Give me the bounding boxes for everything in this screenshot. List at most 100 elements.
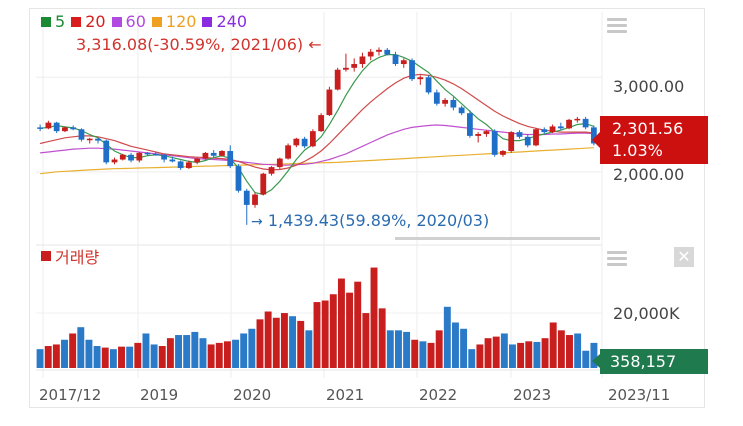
- legend-item-60[interactable]: 60: [111, 12, 146, 31]
- close-icon[interactable]: ✕: [674, 247, 694, 267]
- volume-bar: [166, 338, 174, 368]
- volume-bar: [476, 344, 484, 368]
- volume-bar: [435, 330, 443, 368]
- volume-bar: [44, 346, 52, 368]
- candle-body: [210, 152, 217, 156]
- volume-bar: [549, 322, 557, 368]
- candle-body: [301, 138, 308, 147]
- candle-body: [359, 56, 366, 65]
- volume-bar: [85, 339, 93, 368]
- candle-body: [161, 154, 167, 160]
- candle-body: [37, 127, 44, 129]
- volume-bar: [460, 328, 468, 368]
- candle-body: [186, 162, 192, 169]
- volume-bar: [329, 294, 337, 368]
- volume-bar: [109, 349, 117, 368]
- candle-body: [169, 159, 176, 162]
- legend-swatch: [111, 16, 122, 27]
- candle-body: [326, 89, 333, 116]
- volume-bar: [248, 328, 256, 368]
- volume-title-label: 거래량: [55, 248, 100, 267]
- volume-bar: [525, 341, 533, 368]
- candle-body: [252, 194, 258, 205]
- candle-body: [318, 115, 325, 132]
- volume-bar: [142, 333, 150, 368]
- legend-item-20[interactable]: 20: [71, 12, 106, 31]
- legend-swatch: [41, 16, 51, 27]
- volume-bar: [150, 344, 158, 368]
- volume-bar: [386, 330, 394, 368]
- volume-bar: [509, 344, 516, 368]
- candle-body: [582, 118, 589, 128]
- legend-item-240[interactable]: 240: [202, 12, 247, 31]
- candle-body: [86, 138, 93, 141]
- candle-body: [177, 161, 184, 169]
- candle-body: [367, 51, 374, 57]
- candle-body: [343, 67, 349, 70]
- volume-bar: [533, 341, 541, 368]
- volume-bar: [427, 342, 435, 368]
- candle-body: [70, 127, 77, 130]
- candle-body: [62, 127, 68, 132]
- candle-body: [400, 60, 407, 65]
- legend-swatch: [71, 16, 82, 27]
- volume-bar: [370, 267, 378, 368]
- volume-bar: [118, 346, 125, 368]
- candle-body: [500, 151, 506, 155]
- candle-body: [128, 154, 134, 161]
- candle-body: [392, 54, 399, 65]
- x-tick-label: 2017/12: [39, 386, 102, 404]
- y-tick-label: 3,000.00: [613, 77, 685, 96]
- candle-body: [533, 129, 539, 146]
- candle-body: [450, 99, 457, 108]
- candle-body: [557, 126, 564, 129]
- candle-body: [235, 166, 242, 191]
- chart-scrollbar[interactable]: [395, 237, 600, 240]
- volume-bar: [240, 333, 248, 368]
- candle-body: [351, 64, 358, 68]
- candle-body: [293, 138, 300, 146]
- legend-swatch: [151, 16, 162, 27]
- x-tick-label: 2022: [419, 386, 458, 404]
- volume-bar: [215, 342, 223, 368]
- candle-body: [45, 122, 52, 129]
- x-tick-label: 2019: [140, 386, 179, 404]
- volume-bar: [468, 349, 476, 368]
- volume-title: 거래량: [41, 244, 99, 268]
- candle-body: [491, 131, 498, 155]
- volume-bar: [492, 336, 500, 368]
- legend-label: 5: [55, 12, 66, 31]
- volume-bar: [321, 300, 329, 368]
- volume-bar: [403, 331, 411, 368]
- candle-body: [566, 119, 572, 129]
- candle-body: [219, 151, 225, 156]
- candle-body: [136, 152, 143, 161]
- candle-body: [574, 118, 581, 121]
- volume-bar: [378, 308, 386, 368]
- menu-icon[interactable]: [607, 18, 627, 34]
- volume-bar: [574, 333, 582, 368]
- volume-menu-icon[interactable]: [607, 251, 627, 267]
- legend-item-5[interactable]: 5: [41, 12, 65, 31]
- candle-body: [285, 145, 291, 159]
- volume-bar: [134, 342, 142, 368]
- candle-body: [475, 134, 482, 136]
- candle-body: [483, 131, 490, 134]
- candle-body: [309, 131, 316, 147]
- legend-item-120[interactable]: 120: [151, 12, 196, 31]
- low-label: 1,439.43(59.89%, 2020/03): [267, 211, 490, 230]
- candle-body: [442, 99, 448, 104]
- volume-bar: [337, 278, 345, 368]
- volume-swatch: [41, 251, 51, 261]
- legend-label: 60: [125, 12, 146, 31]
- current-price: 2,301.56: [612, 119, 684, 138]
- candle-body: [508, 132, 515, 152]
- candles: [37, 47, 597, 225]
- candle-body: [95, 138, 101, 141]
- price-badge: 2,301.56 1.03%: [592, 116, 708, 164]
- candle-body: [433, 92, 440, 104]
- ma-legend: 5 20 60 120 240: [41, 12, 247, 31]
- volume-bar: [484, 338, 492, 368]
- volume-bar: [36, 349, 44, 368]
